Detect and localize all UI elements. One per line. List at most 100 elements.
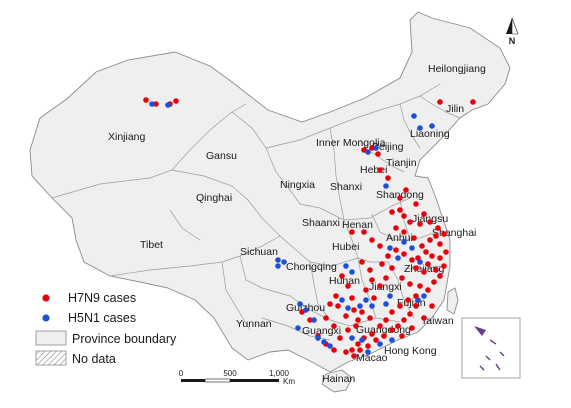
h7n9-case-marker xyxy=(389,209,395,215)
h7n9-case-marker xyxy=(407,311,413,317)
h7n9-case-marker xyxy=(419,243,425,249)
h7n9-case-marker xyxy=(413,265,419,271)
hainan-shape xyxy=(321,369,353,393)
h5n1-case-marker xyxy=(383,183,389,189)
h7n9-case-marker xyxy=(411,235,417,241)
h7n9-case-marker xyxy=(353,323,359,329)
h7n9-case-marker xyxy=(427,219,433,225)
h5n1-case-marker xyxy=(409,245,415,251)
h5n1-case-marker xyxy=(401,239,407,245)
province-label-shanxi: Shanxi xyxy=(330,181,362,193)
province-label-hubei: Hubei xyxy=(332,241,359,253)
province-label-sichuan: Sichuan xyxy=(240,246,278,258)
scale-tick-0: 0 xyxy=(179,369,184,378)
h7n9-case-marker xyxy=(331,347,337,353)
h7n9-case-marker xyxy=(401,251,407,257)
h7n9-case-marker xyxy=(405,297,411,303)
h5n1-case-marker xyxy=(411,113,417,119)
h5n1-case-marker xyxy=(429,123,435,129)
h5n1-case-marker xyxy=(365,349,371,355)
h7n9-case-marker xyxy=(371,295,377,301)
h7n9-case-marker xyxy=(373,337,379,343)
province-label-xinjiang: Xinjiang xyxy=(108,131,146,143)
h7n9-case-marker xyxy=(397,303,403,309)
h7n9-case-marker xyxy=(377,167,383,173)
scale-bar: 0 500 1,000 Km xyxy=(179,369,296,386)
h7n9-case-marker xyxy=(425,261,431,267)
taiwan-shape xyxy=(446,287,459,315)
province-label-guangxi: Guangxi xyxy=(302,325,341,337)
h7n9-case-marker xyxy=(431,279,437,285)
h5n1-case-marker xyxy=(417,259,423,265)
h7n9-case-marker xyxy=(437,99,443,105)
h7n9-case-marker xyxy=(433,233,439,239)
h7n9-case-marker xyxy=(421,315,427,321)
h7n9-case-marker xyxy=(389,309,395,315)
h7n9-case-marker xyxy=(377,243,383,249)
h7n9-case-marker xyxy=(417,221,423,227)
h7n9-case-marker xyxy=(441,231,447,237)
h7n9-case-marker xyxy=(349,295,355,301)
h5n1-case-marker xyxy=(417,125,423,131)
h7n9-case-marker xyxy=(355,341,361,347)
province-label-heilongjiang: Heilongjiang xyxy=(428,63,486,75)
h7n9-case-marker xyxy=(369,331,375,337)
h7n9-case-marker xyxy=(441,263,447,269)
province-label-jilin: Jilin xyxy=(446,103,464,115)
h7n9-case-marker xyxy=(389,327,395,333)
h7n9-case-marker xyxy=(470,99,476,105)
h7n9-case-marker xyxy=(401,213,407,219)
h7n9-case-marker xyxy=(351,353,357,359)
province-label-yunnan: Yunnan xyxy=(236,318,272,330)
h7n9-case-marker xyxy=(389,265,395,271)
province-label-henan: Henan xyxy=(342,219,373,231)
h7n9-case-marker xyxy=(349,347,355,353)
h7n9-case-marker xyxy=(379,261,385,267)
h7n9-case-marker xyxy=(413,201,419,207)
scale-tick-500: 500 xyxy=(223,369,237,378)
north-label: N xyxy=(509,36,516,46)
h7n9-case-marker xyxy=(377,283,383,289)
legend-h7n9-marker xyxy=(42,294,50,302)
legend-h5n1-marker xyxy=(42,314,50,322)
h5n1-case-marker xyxy=(315,335,321,341)
h7n9-case-marker xyxy=(343,349,349,355)
case-markers xyxy=(143,97,476,359)
h7n9-case-marker xyxy=(421,269,427,275)
province-label-hebei: Hebei xyxy=(360,164,387,176)
h7n9-case-marker xyxy=(429,253,435,259)
h7n9-case-marker xyxy=(381,333,387,339)
h7n9-case-marker xyxy=(333,293,339,299)
h5n1-case-marker xyxy=(165,102,171,108)
h7n9-case-marker xyxy=(375,151,381,157)
province-label-taiwan: Taiwan xyxy=(421,315,454,327)
h7n9-case-marker xyxy=(401,317,407,323)
h7n9-case-marker xyxy=(407,281,413,287)
h5n1-case-marker xyxy=(387,293,393,299)
legend-nodata-label: No data xyxy=(72,352,116,366)
h7n9-case-marker xyxy=(433,267,439,273)
legend-h7n9-label: H7N9 cases xyxy=(68,291,136,305)
h7n9-case-marker xyxy=(413,303,419,309)
h7n9-case-marker xyxy=(437,241,443,247)
h5n1-case-marker xyxy=(281,259,287,265)
province-boundaries xyxy=(51,83,461,341)
h7n9-case-marker xyxy=(377,323,383,329)
province-label-hunan: Hunan xyxy=(329,275,360,287)
province-label-inner-mongolia: Inner Mongolia xyxy=(316,137,386,149)
h5n1-case-marker xyxy=(383,301,389,307)
h7n9-case-marker xyxy=(409,257,415,263)
h7n9-case-marker xyxy=(383,317,389,323)
h7n9-case-marker xyxy=(345,327,351,333)
province-label-shaanxi: Shaanxi xyxy=(302,217,340,229)
h7n9-case-marker xyxy=(397,207,403,213)
province-label-gansu: Gansu xyxy=(206,150,237,162)
h7n9-case-marker xyxy=(423,249,429,255)
h7n9-case-marker xyxy=(425,287,431,293)
h7n9-case-marker xyxy=(349,229,355,235)
h5n1-case-marker xyxy=(363,297,369,303)
h7n9-case-marker xyxy=(367,267,373,273)
h5n1-case-marker xyxy=(275,257,281,263)
h7n9-case-marker xyxy=(153,101,159,107)
